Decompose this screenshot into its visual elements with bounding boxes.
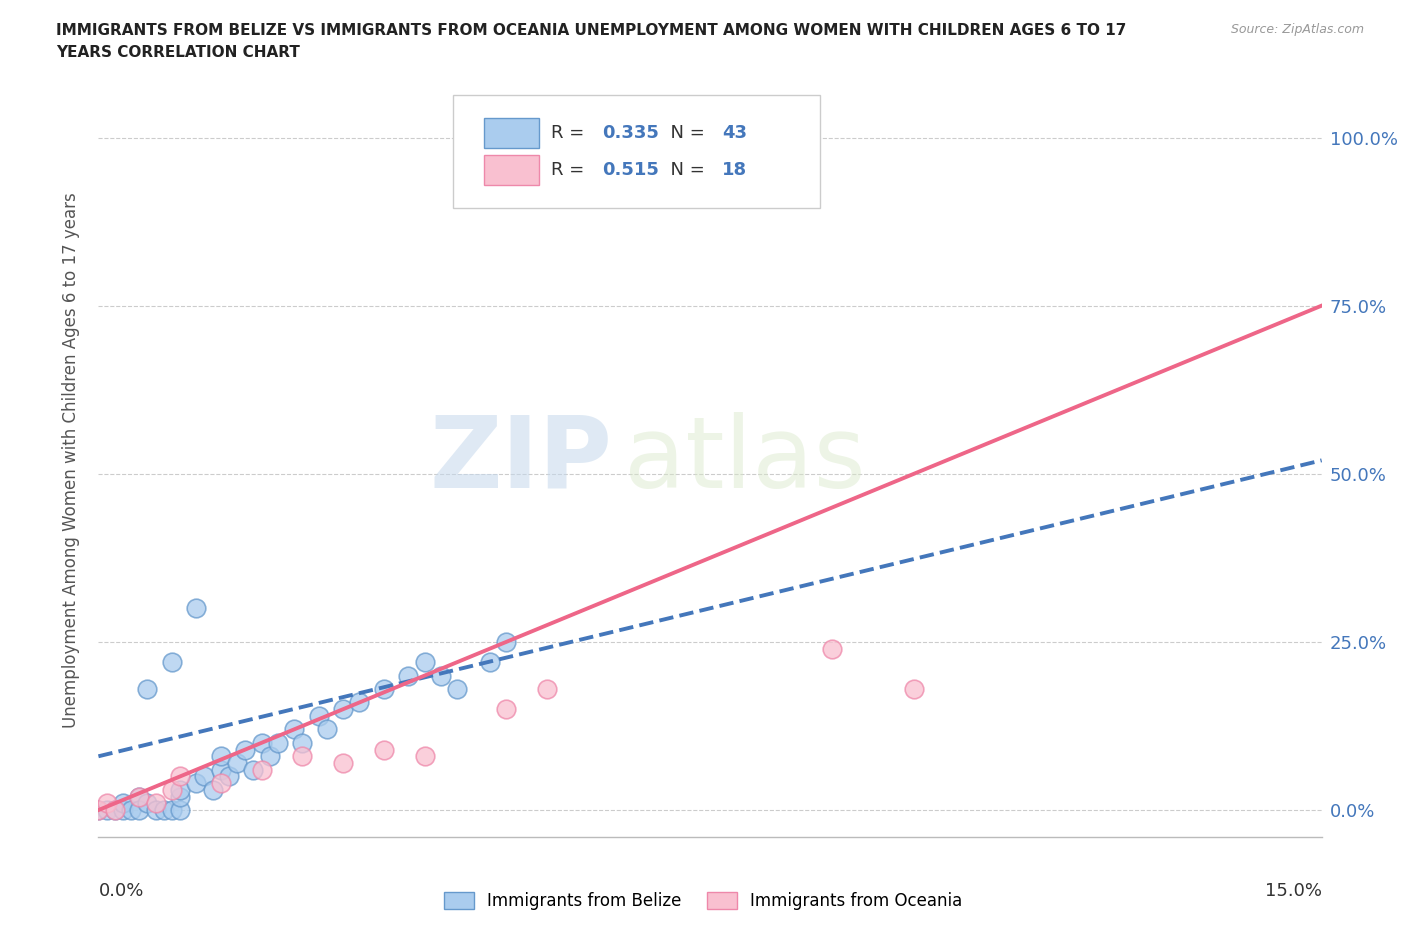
Point xyxy=(903,682,925,697)
Point xyxy=(186,601,208,616)
Point xyxy=(332,702,354,717)
Point xyxy=(145,803,167,817)
Point xyxy=(218,769,240,784)
Point xyxy=(186,776,208,790)
Point xyxy=(136,796,159,811)
Point xyxy=(111,803,134,817)
Point xyxy=(821,642,844,657)
Point xyxy=(111,796,134,811)
Point xyxy=(160,655,183,670)
Text: Source: ZipAtlas.com: Source: ZipAtlas.com xyxy=(1230,23,1364,36)
Point xyxy=(373,682,395,697)
Point xyxy=(315,722,337,737)
Point xyxy=(128,803,150,817)
Point xyxy=(332,755,354,770)
Text: YEARS CORRELATION CHART: YEARS CORRELATION CHART xyxy=(56,45,299,60)
Point xyxy=(96,803,118,817)
Point xyxy=(291,736,314,751)
Point xyxy=(209,763,232,777)
Point xyxy=(478,655,501,670)
Point xyxy=(160,782,183,797)
Point xyxy=(128,790,150,804)
Point xyxy=(250,736,273,751)
Point xyxy=(259,749,281,764)
Point xyxy=(373,742,395,757)
Point xyxy=(396,668,419,683)
Point xyxy=(349,695,371,710)
Point xyxy=(226,755,249,770)
Legend: Immigrants from Belize, Immigrants from Oceania: Immigrants from Belize, Immigrants from … xyxy=(437,885,969,917)
Point xyxy=(413,749,436,764)
Point xyxy=(87,803,110,817)
Point xyxy=(169,782,191,797)
Text: N =: N = xyxy=(658,161,710,179)
Point xyxy=(413,655,436,670)
Point xyxy=(430,668,453,683)
Point xyxy=(145,796,167,811)
Point xyxy=(446,682,468,697)
Text: N =: N = xyxy=(658,124,710,141)
Point xyxy=(308,709,330,724)
FancyBboxPatch shape xyxy=(453,95,820,208)
Point xyxy=(104,803,127,817)
Point xyxy=(169,790,191,804)
Text: 0.515: 0.515 xyxy=(602,161,659,179)
Point xyxy=(250,763,273,777)
Point xyxy=(233,742,256,757)
Point xyxy=(193,769,215,784)
Text: 0.335: 0.335 xyxy=(602,124,659,141)
Point xyxy=(291,749,314,764)
Text: atlas: atlas xyxy=(624,412,866,509)
Point xyxy=(209,749,232,764)
Text: IMMIGRANTS FROM BELIZE VS IMMIGRANTS FROM OCEANIA UNEMPLOYMENT AMONG WOMEN WITH : IMMIGRANTS FROM BELIZE VS IMMIGRANTS FRO… xyxy=(56,23,1126,38)
Point xyxy=(169,769,191,784)
Point xyxy=(160,803,183,817)
Point xyxy=(495,702,517,717)
Point xyxy=(201,782,224,797)
Point xyxy=(495,634,517,649)
Text: 43: 43 xyxy=(723,124,747,141)
Point xyxy=(96,796,118,811)
FancyBboxPatch shape xyxy=(484,155,538,185)
Text: R =: R = xyxy=(551,124,591,141)
Point xyxy=(87,803,110,817)
Point xyxy=(283,722,305,737)
Point xyxy=(267,736,290,751)
Point xyxy=(136,682,159,697)
Point xyxy=(152,803,174,817)
Point xyxy=(209,776,232,790)
Point xyxy=(617,130,640,145)
Point xyxy=(120,803,142,817)
FancyBboxPatch shape xyxy=(484,117,538,148)
Point xyxy=(104,803,127,817)
Point xyxy=(536,682,558,697)
Point xyxy=(242,763,264,777)
Point xyxy=(169,803,191,817)
Text: R =: R = xyxy=(551,161,591,179)
Text: 0.0%: 0.0% xyxy=(98,883,143,900)
Text: ZIP: ZIP xyxy=(429,412,612,509)
Point xyxy=(128,790,150,804)
Y-axis label: Unemployment Among Women with Children Ages 6 to 17 years: Unemployment Among Women with Children A… xyxy=(62,193,80,728)
Text: 15.0%: 15.0% xyxy=(1264,883,1322,900)
Text: 18: 18 xyxy=(723,161,748,179)
